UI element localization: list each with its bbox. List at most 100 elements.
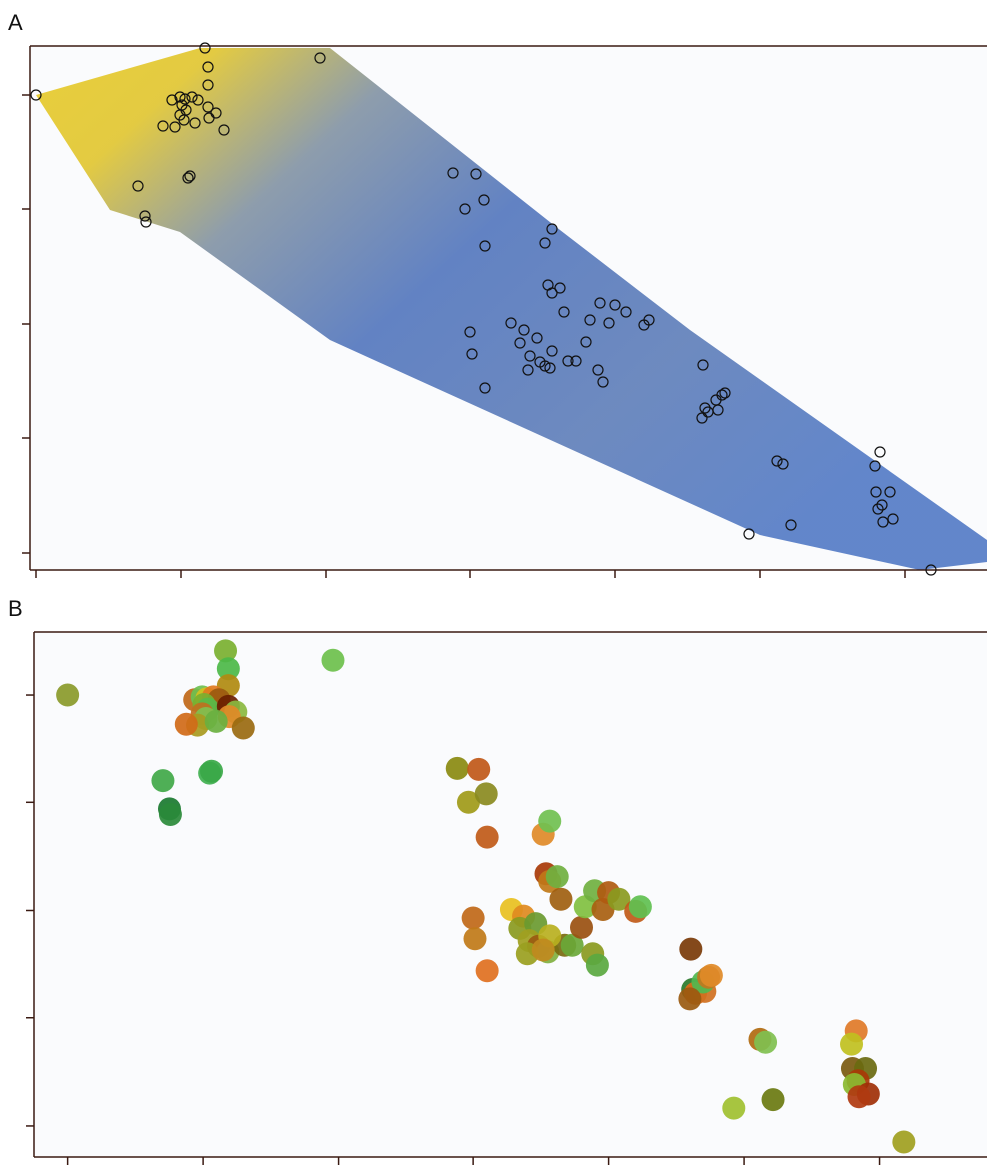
point <box>870 486 882 498</box>
panel-label: B <box>8 596 23 621</box>
point <box>874 446 886 458</box>
point <box>531 332 543 344</box>
point <box>546 287 558 299</box>
point <box>679 937 703 961</box>
panel-label: A <box>8 10 23 35</box>
point <box>887 513 899 525</box>
point <box>716 389 728 401</box>
point <box>597 376 609 388</box>
point <box>518 324 530 336</box>
point <box>478 194 490 206</box>
point <box>169 121 181 133</box>
point <box>456 790 480 814</box>
point <box>925 564 937 576</box>
point <box>539 360 551 372</box>
point <box>678 987 702 1011</box>
point <box>892 1130 916 1154</box>
point <box>314 52 326 64</box>
point <box>132 180 144 192</box>
point <box>174 91 186 103</box>
point <box>544 362 556 374</box>
point <box>447 167 459 179</box>
point <box>140 216 152 228</box>
point <box>771 455 783 467</box>
point <box>754 1030 778 1054</box>
point <box>182 172 194 184</box>
point <box>554 282 566 294</box>
point <box>699 963 723 987</box>
point <box>178 114 190 126</box>
point <box>203 112 215 124</box>
point <box>202 61 214 73</box>
point <box>847 1085 871 1109</box>
point <box>549 887 573 911</box>
point <box>560 933 584 957</box>
point <box>620 306 632 318</box>
point <box>603 317 615 329</box>
point <box>546 345 558 357</box>
point <box>467 757 491 781</box>
point <box>877 516 889 528</box>
point <box>158 803 182 827</box>
point <box>189 117 201 129</box>
point <box>562 355 574 367</box>
point <box>594 297 606 309</box>
point <box>479 382 491 394</box>
point <box>464 326 476 338</box>
point <box>214 639 238 663</box>
point <box>461 906 485 930</box>
point <box>30 89 42 101</box>
point <box>884 486 896 498</box>
point <box>474 782 498 806</box>
point <box>607 887 631 911</box>
point <box>218 124 230 136</box>
point <box>216 657 240 681</box>
point <box>524 350 536 362</box>
point <box>872 503 884 515</box>
point <box>204 709 228 733</box>
point <box>475 959 499 983</box>
point <box>696 412 708 424</box>
point <box>199 42 211 54</box>
point <box>628 895 652 919</box>
point <box>151 769 175 793</box>
point <box>539 237 551 249</box>
point <box>192 94 204 106</box>
point <box>777 458 789 470</box>
point <box>475 825 499 849</box>
point <box>785 519 797 531</box>
point <box>445 756 469 780</box>
point <box>139 210 151 222</box>
point <box>522 364 534 376</box>
point <box>157 120 169 132</box>
point <box>545 865 569 889</box>
point <box>743 528 755 540</box>
point <box>514 337 526 349</box>
point <box>479 240 491 252</box>
point <box>697 359 709 371</box>
point <box>609 299 621 311</box>
point <box>840 1032 864 1056</box>
point <box>570 915 594 939</box>
point <box>876 499 888 511</box>
point <box>184 170 196 182</box>
point <box>761 1088 785 1112</box>
point <box>538 809 562 833</box>
point <box>505 317 517 329</box>
point <box>546 223 558 235</box>
point <box>470 168 482 180</box>
point <box>202 79 214 91</box>
point <box>56 683 80 707</box>
point <box>580 336 592 348</box>
point <box>643 314 655 326</box>
point <box>558 306 570 318</box>
point <box>166 94 178 106</box>
point <box>231 716 255 740</box>
point <box>869 460 881 472</box>
point <box>722 1096 746 1120</box>
point <box>585 953 609 977</box>
point <box>202 101 214 113</box>
point <box>459 203 471 215</box>
interpolated-surface <box>36 48 987 570</box>
